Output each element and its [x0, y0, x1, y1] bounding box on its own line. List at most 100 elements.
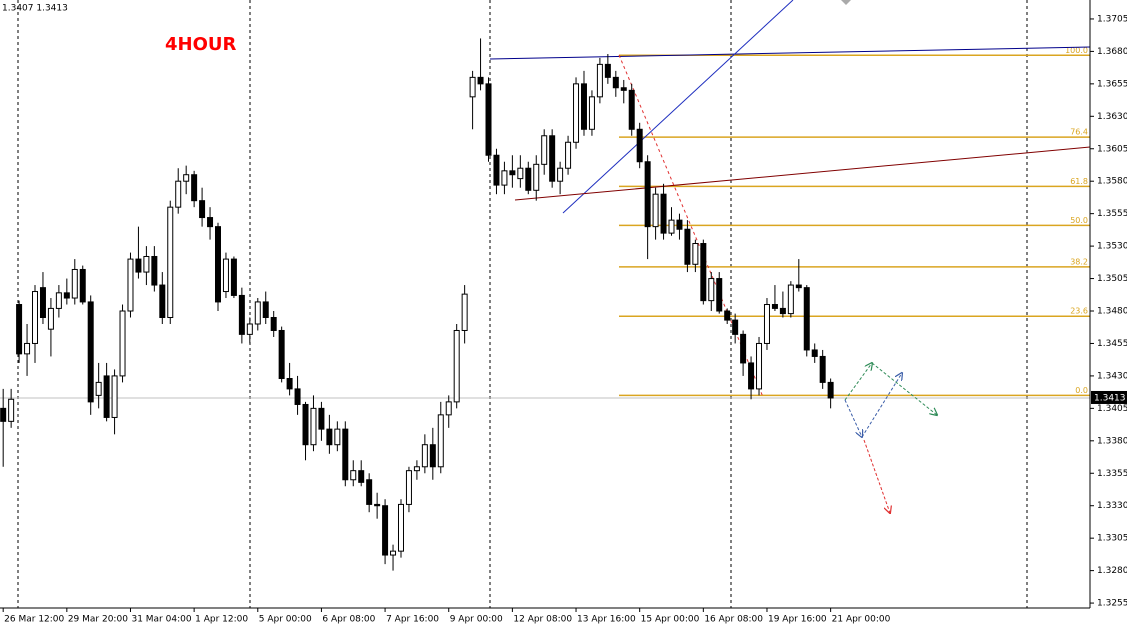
candle-body [573, 83, 580, 143]
candle-body [95, 381, 102, 396]
trend-line [514, 146, 1091, 201]
drawings [489, 0, 1091, 513]
candle-body [779, 307, 786, 315]
candle-body [525, 167, 532, 191]
candle-body [652, 193, 659, 228]
y-tick-label: 1.3705 [1097, 14, 1127, 24]
candle-body [469, 76, 476, 98]
x-tick-label: 7 Apr 16:00 [386, 615, 439, 625]
candle-body [175, 180, 182, 208]
fib-label: 50.0 [1070, 216, 1088, 225]
last-price-label: 1.3413 [1094, 393, 1126, 403]
fibonacci: 100.0 76.4 61.8 50.0 38.2 23.6 0.0 [619, 46, 1090, 397]
candle-body [397, 503, 404, 552]
candle-body [445, 401, 452, 416]
candle-body [222, 258, 229, 293]
candle-body [215, 226, 221, 303]
candle-body [676, 219, 683, 230]
candle-body [827, 381, 834, 399]
candle-body [16, 304, 23, 355]
y-tick-label: 1.3430 [1097, 371, 1127, 381]
candle-body [326, 428, 333, 446]
candle-body [350, 470, 357, 481]
projection-arrow [871, 362, 937, 415]
x-tick-label: 19 Apr 16:00 [768, 615, 827, 625]
candle-body [724, 310, 731, 321]
candle-body [413, 466, 420, 472]
candle-body [294, 388, 301, 405]
fib-label: 38.2 [1070, 257, 1088, 266]
candle-body [318, 407, 325, 430]
candle-body [604, 63, 611, 78]
candle-body [565, 141, 572, 169]
candle-body [636, 128, 643, 163]
candle-body [771, 304, 778, 309]
candle-body [700, 243, 707, 302]
candle-body [740, 333, 747, 364]
candle-body [549, 135, 556, 182]
y-tick-label: 1.3555 [1097, 209, 1127, 219]
candle-body [588, 96, 595, 130]
candle-body [167, 206, 174, 318]
candle-body [199, 200, 206, 219]
candle-body [230, 258, 237, 296]
chart-title: 4HOUR [165, 34, 237, 55]
fib-label: 61.8 [1070, 177, 1088, 186]
candle-body [763, 304, 770, 344]
candle-body [493, 154, 500, 186]
y-tick-label: 1.3480 [1097, 307, 1127, 317]
fib-label: 100.0 [1065, 46, 1088, 55]
y-tick-label: 1.3505 [1097, 274, 1127, 284]
candle-body [374, 503, 381, 507]
x-tick-label: 12 Apr 08:00 [513, 615, 572, 625]
y-tick-label: 1.3530 [1097, 242, 1127, 252]
candle-body [421, 444, 428, 468]
fib-label: 0.0 [1075, 386, 1088, 395]
candle-body [517, 167, 524, 180]
candle-body [79, 268, 86, 303]
candle-body [437, 414, 444, 468]
fib-base-line [618, 54, 764, 398]
candle-body [644, 161, 651, 228]
candle-body [135, 258, 142, 273]
x-tick-label: 29 Mar 20:00 [68, 615, 128, 625]
candle-body [748, 362, 755, 390]
candle-body [143, 255, 150, 273]
marker [841, 0, 851, 5]
candle-body [628, 89, 635, 130]
candle-body [8, 398, 15, 422]
candle-body [485, 83, 492, 156]
candle-body [580, 83, 587, 130]
candle-body [183, 174, 190, 182]
y-tick-label: 1.3355 [1097, 469, 1127, 479]
candle-body [111, 375, 118, 418]
candle-body [119, 310, 126, 377]
candle-body [39, 287, 46, 318]
candle-body [819, 355, 826, 383]
candle-body [461, 293, 468, 331]
candles [0, 38, 834, 571]
projection-arrow [844, 399, 862, 437]
candle-body [390, 550, 397, 556]
candle-body [429, 444, 436, 468]
candle-body [612, 76, 619, 89]
projection-arrow [861, 373, 902, 438]
x-tick-label: 5 Apr 00:00 [259, 615, 312, 625]
x-tick-label: 13 Apr 16:00 [577, 615, 636, 625]
candle-body [708, 278, 715, 302]
candle-body [63, 292, 70, 299]
y-tick-label: 1.3330 [1097, 501, 1127, 511]
candle-body [732, 319, 739, 335]
candle-body [660, 193, 667, 234]
fib-label: 76.4 [1070, 128, 1088, 137]
y-tick-label: 1.3255 [1097, 599, 1127, 609]
axes: 1.3705 1.3680 1.3655 1.3630 1.3605 1.3580 1.35… [2, 14, 1127, 625]
candle-body [159, 284, 166, 318]
candle-body [24, 342, 31, 355]
candle-body [787, 284, 794, 315]
candle-body [477, 76, 484, 85]
x-tick-label: 26 Mar 12:00 [4, 615, 64, 625]
candle-body [47, 307, 54, 330]
candle-body [509, 170, 516, 176]
